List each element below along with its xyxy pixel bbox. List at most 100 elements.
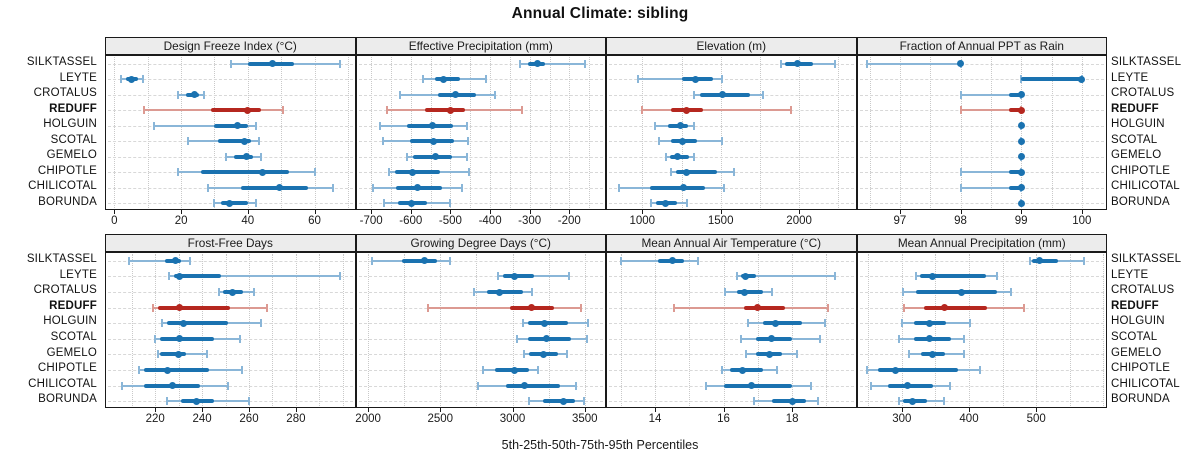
grid-line (609, 125, 854, 127)
bar-25th-75th (920, 274, 986, 279)
whisker-cap (579, 303, 582, 312)
grid-line (689, 254, 691, 406)
site-label-right-crotalus: CROTALUS (1111, 284, 1175, 297)
bar-25th-75th (159, 352, 186, 357)
grid-line (358, 354, 603, 356)
grid-line (757, 254, 759, 406)
grid-line (759, 57, 761, 208)
axis-tick (1081, 210, 1083, 214)
whisker-5th-95th (960, 109, 1022, 112)
whisker-cap (693, 152, 696, 161)
bar-25th-75th (167, 321, 228, 326)
median-dot (674, 153, 682, 161)
bar-25th-75th (217, 139, 252, 144)
median-dot (176, 272, 184, 280)
median-dot (668, 257, 676, 265)
median-dot (891, 366, 899, 374)
whisker-cap (421, 75, 424, 84)
whisker-cap (636, 75, 639, 84)
chart-title: Annual Climate: sibling (511, 5, 689, 22)
whisker-cap (796, 350, 799, 359)
median-dot (431, 153, 439, 161)
grid-line (358, 125, 603, 127)
whisker-cap (720, 137, 723, 146)
grid-line (1002, 254, 1004, 406)
whisker-cap (370, 256, 373, 265)
median-dot (788, 397, 796, 405)
site-label-left-leyte: LEYTE (59, 71, 97, 84)
whisker-cap (575, 381, 577, 390)
grid-line (859, 125, 1104, 127)
site-label-left-silktassel: SILKTASSEL (26, 56, 97, 68)
grid-line (1103, 254, 1105, 406)
whisker-cap (226, 381, 229, 390)
median-dot (768, 335, 775, 343)
grid-line (569, 57, 571, 208)
grid-line (609, 79, 854, 81)
median-dot (190, 91, 198, 99)
site-label-left-crotalus: CROTALUS (33, 87, 97, 99)
axis-tick (901, 408, 903, 412)
bar-25th-75th (211, 108, 262, 113)
panel-elevation-m (606, 55, 857, 210)
axis-tick-label: 40 (241, 215, 255, 227)
grid-line (549, 57, 551, 208)
axis-tick-label: 1500 (707, 215, 734, 227)
median-dot (679, 137, 687, 145)
whisker-cap (1023, 303, 1026, 312)
bar-25th-75th (737, 290, 763, 294)
median-dot (171, 257, 179, 265)
median-dot (683, 106, 691, 114)
grid-line (859, 354, 1104, 356)
grid-line (108, 94, 353, 96)
median-dot (428, 122, 436, 130)
grid-line (642, 57, 644, 208)
grid-line (368, 254, 370, 406)
median-dot (766, 350, 774, 358)
grid-line (147, 57, 149, 208)
whisker-cap (120, 75, 122, 84)
axis-tick-label: 3000 (499, 413, 526, 425)
axis-tick (440, 408, 442, 412)
whisker-5th-95th (960, 93, 1022, 96)
whisker-cap (902, 303, 905, 312)
site-label-right-reduff: REDUFF (1111, 102, 1159, 115)
bar-25th-75th (1009, 92, 1022, 97)
grid-line (319, 254, 321, 406)
grid-line (358, 156, 603, 158)
whisker-cap (653, 121, 656, 130)
grid-line (440, 254, 442, 406)
grid-line (620, 254, 622, 406)
whisker-cap (205, 350, 208, 359)
whisker-5th-95th (519, 62, 586, 65)
grid-line (930, 57, 932, 208)
median-dot (925, 319, 933, 327)
whisker-cap (733, 168, 736, 177)
median-dot (559, 397, 567, 405)
whisker-cap (959, 168, 962, 177)
grid-line (108, 385, 353, 387)
axis-tick-label: 240 (192, 413, 212, 425)
median-dot (542, 335, 550, 343)
median-dot (1017, 184, 1025, 192)
whisker-cap (1029, 256, 1032, 265)
panel-strip-mean-annual-precipitation-mm: Mean Annual Precipitation (mm) (856, 234, 1107, 252)
whisker-cap (466, 121, 469, 130)
whisker-cap (617, 183, 620, 192)
whisker-cap (696, 256, 699, 265)
whisker-cap (141, 75, 144, 84)
whisker-cap (281, 106, 284, 115)
axis-tick (529, 210, 531, 214)
site-label-left-chilicotal: CHILICOTAL (28, 180, 97, 192)
panel-fraction-of-annual-ppt-as-rain (856, 55, 1107, 210)
median-dot (541, 319, 548, 327)
whisker-cap (484, 75, 487, 84)
grid-line (1069, 254, 1071, 406)
whisker-cap (753, 397, 756, 406)
whisker-cap (166, 397, 168, 406)
site-label-left-reduff: REDUFF (49, 299, 97, 312)
whisker-cap (338, 59, 341, 68)
grid-line (410, 57, 412, 208)
panel-mean-annual-air-temperature-c (606, 252, 857, 408)
